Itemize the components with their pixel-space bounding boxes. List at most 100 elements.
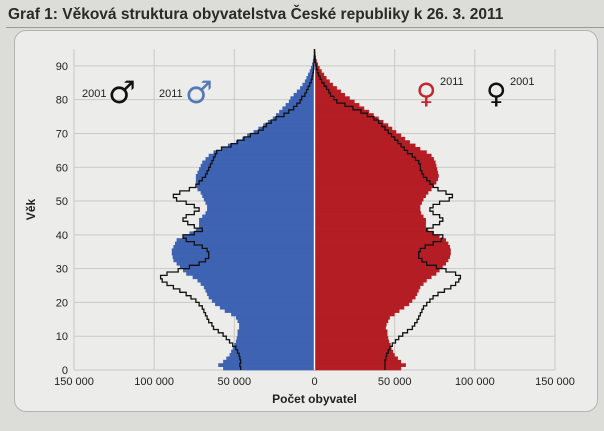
bar-female-2011 bbox=[314, 244, 450, 249]
bar-male-2011 bbox=[203, 285, 315, 290]
bar-male-2011 bbox=[308, 72, 315, 77]
bar-male-2011 bbox=[218, 363, 315, 367]
bar-male-2011 bbox=[183, 234, 315, 239]
female-2011-symbol-icon: ♀ bbox=[416, 77, 437, 110]
bar-male-2011 bbox=[226, 356, 315, 361]
bar-male-2011 bbox=[173, 258, 315, 263]
bar-male-2011 bbox=[221, 146, 315, 151]
bar-female-2011 bbox=[314, 359, 402, 364]
bar-male-2011 bbox=[195, 177, 315, 182]
y-tick-label: 60 bbox=[56, 162, 68, 174]
bar-female-2011 bbox=[314, 315, 390, 320]
bar-female-2011 bbox=[314, 248, 451, 253]
bar-female-2011 bbox=[314, 119, 384, 124]
bar-male-2011 bbox=[215, 302, 315, 307]
title-divider bbox=[6, 27, 604, 28]
bar-female-2011 bbox=[314, 140, 410, 144]
bar-male-2011 bbox=[200, 163, 315, 168]
bar-female-2011 bbox=[314, 299, 413, 303]
bar-male-2011 bbox=[239, 326, 315, 330]
bar-female-2011 bbox=[314, 146, 421, 151]
bar-female-2011 bbox=[314, 282, 424, 286]
bar-male-2011 bbox=[276, 113, 315, 117]
bar-female-2011 bbox=[314, 99, 355, 104]
bar-female-2011 bbox=[314, 217, 426, 222]
bar-male-2011 bbox=[205, 288, 315, 293]
bar-female-2011 bbox=[314, 268, 440, 273]
x-tick-label: 50 000 bbox=[218, 376, 252, 388]
bar-male-2011 bbox=[285, 103, 315, 107]
bar-female-2011 bbox=[314, 65, 320, 70]
bar-female-2011 bbox=[314, 207, 421, 212]
bar-male-2011 bbox=[205, 211, 315, 215]
female-2001-line bbox=[313, 49, 462, 370]
bar-female-2011 bbox=[314, 143, 416, 148]
bar-female-2011 bbox=[314, 241, 449, 246]
bar-female-2011 bbox=[314, 96, 350, 101]
y-tick-label: 0 bbox=[62, 365, 68, 377]
x-tick-label: 150 000 bbox=[54, 376, 94, 388]
bar-male-2011 bbox=[237, 329, 315, 334]
bar-female-2011 bbox=[314, 332, 388, 337]
bar-female-2011 bbox=[314, 136, 406, 141]
bar-male-2011 bbox=[242, 136, 315, 141]
bar-male-2011 bbox=[224, 309, 315, 313]
male-2001-line bbox=[159, 49, 316, 370]
bar-male-2011 bbox=[186, 272, 315, 276]
bar-female-2011 bbox=[314, 201, 422, 205]
bar-male-2011 bbox=[200, 282, 315, 286]
bar-male-2011 bbox=[282, 106, 315, 111]
bar-female-2011 bbox=[314, 72, 325, 77]
bar-male-2011 bbox=[263, 123, 315, 128]
y-tick-label: 10 bbox=[56, 331, 68, 343]
bar-female-2011 bbox=[314, 130, 397, 134]
bar-male-2011 bbox=[237, 319, 315, 324]
bar-male-2011 bbox=[195, 180, 315, 185]
bar-female-2011 bbox=[314, 231, 434, 236]
bar-male-2011 bbox=[232, 346, 315, 351]
bar-female-2011 bbox=[314, 123, 389, 128]
bar-male-2011 bbox=[288, 99, 315, 104]
legend-female-2001-year: 2001 bbox=[510, 76, 534, 88]
legend-male-2001-year: 2001 bbox=[82, 88, 106, 100]
bar-female-2011 bbox=[314, 163, 437, 168]
bar-female-2011 bbox=[314, 302, 410, 307]
bar-female-2011 bbox=[314, 126, 393, 131]
y-axis-ticks: 0 10 20 30 40 50 60 70 80 90 bbox=[56, 61, 68, 377]
chart-frame: 0 10 20 30 40 50 60 70 80 90 150 000 100 000 50 000… bbox=[14, 30, 598, 412]
bar-female-2011 bbox=[314, 305, 405, 310]
bar-male-2011 bbox=[219, 305, 315, 310]
bar-male-2011 bbox=[227, 143, 315, 148]
bar-female-2011 bbox=[314, 342, 391, 347]
bar-female-2011 bbox=[314, 255, 450, 259]
x-tick-label: 100 000 bbox=[455, 376, 495, 388]
bar-female-2011 bbox=[314, 258, 449, 263]
bar-female-2011 bbox=[314, 221, 426, 226]
bar-male-2011 bbox=[235, 315, 315, 320]
bar-male-2011 bbox=[199, 217, 315, 222]
bar-male-2011 bbox=[176, 238, 315, 242]
bar-female-2011 bbox=[314, 86, 337, 90]
bar-male-2011 bbox=[205, 201, 315, 205]
y-tick-label: 20 bbox=[56, 297, 68, 309]
y-tick-label: 40 bbox=[56, 230, 68, 242]
bar-female-2011 bbox=[314, 312, 395, 317]
bar-male-2011 bbox=[202, 214, 315, 219]
population-pyramid-chart: 0 10 20 30 40 50 60 70 80 90 150 000 100 000 50 000… bbox=[24, 49, 575, 406]
y-axis-label: Věk bbox=[24, 199, 38, 221]
bar-female-2011 bbox=[314, 295, 416, 300]
bar-male-2011 bbox=[207, 292, 315, 297]
bar-male-2011 bbox=[234, 342, 315, 347]
bar-female-2011 bbox=[314, 153, 432, 158]
bar-male-2011 bbox=[235, 140, 315, 144]
male-2011-symbol-icon: ♂ bbox=[185, 75, 213, 111]
bar-female-2011 bbox=[314, 234, 440, 239]
bar-female-2011 bbox=[314, 197, 424, 202]
bar-male-2011 bbox=[290, 96, 315, 101]
bar-male-2011 bbox=[175, 241, 315, 246]
legend-male-2011-year: 2011 bbox=[159, 88, 183, 100]
bar-female-2011 bbox=[314, 184, 434, 188]
bar-male-2011 bbox=[173, 244, 315, 249]
bar-female-2011 bbox=[314, 336, 389, 340]
bar-male-2011 bbox=[253, 130, 315, 134]
